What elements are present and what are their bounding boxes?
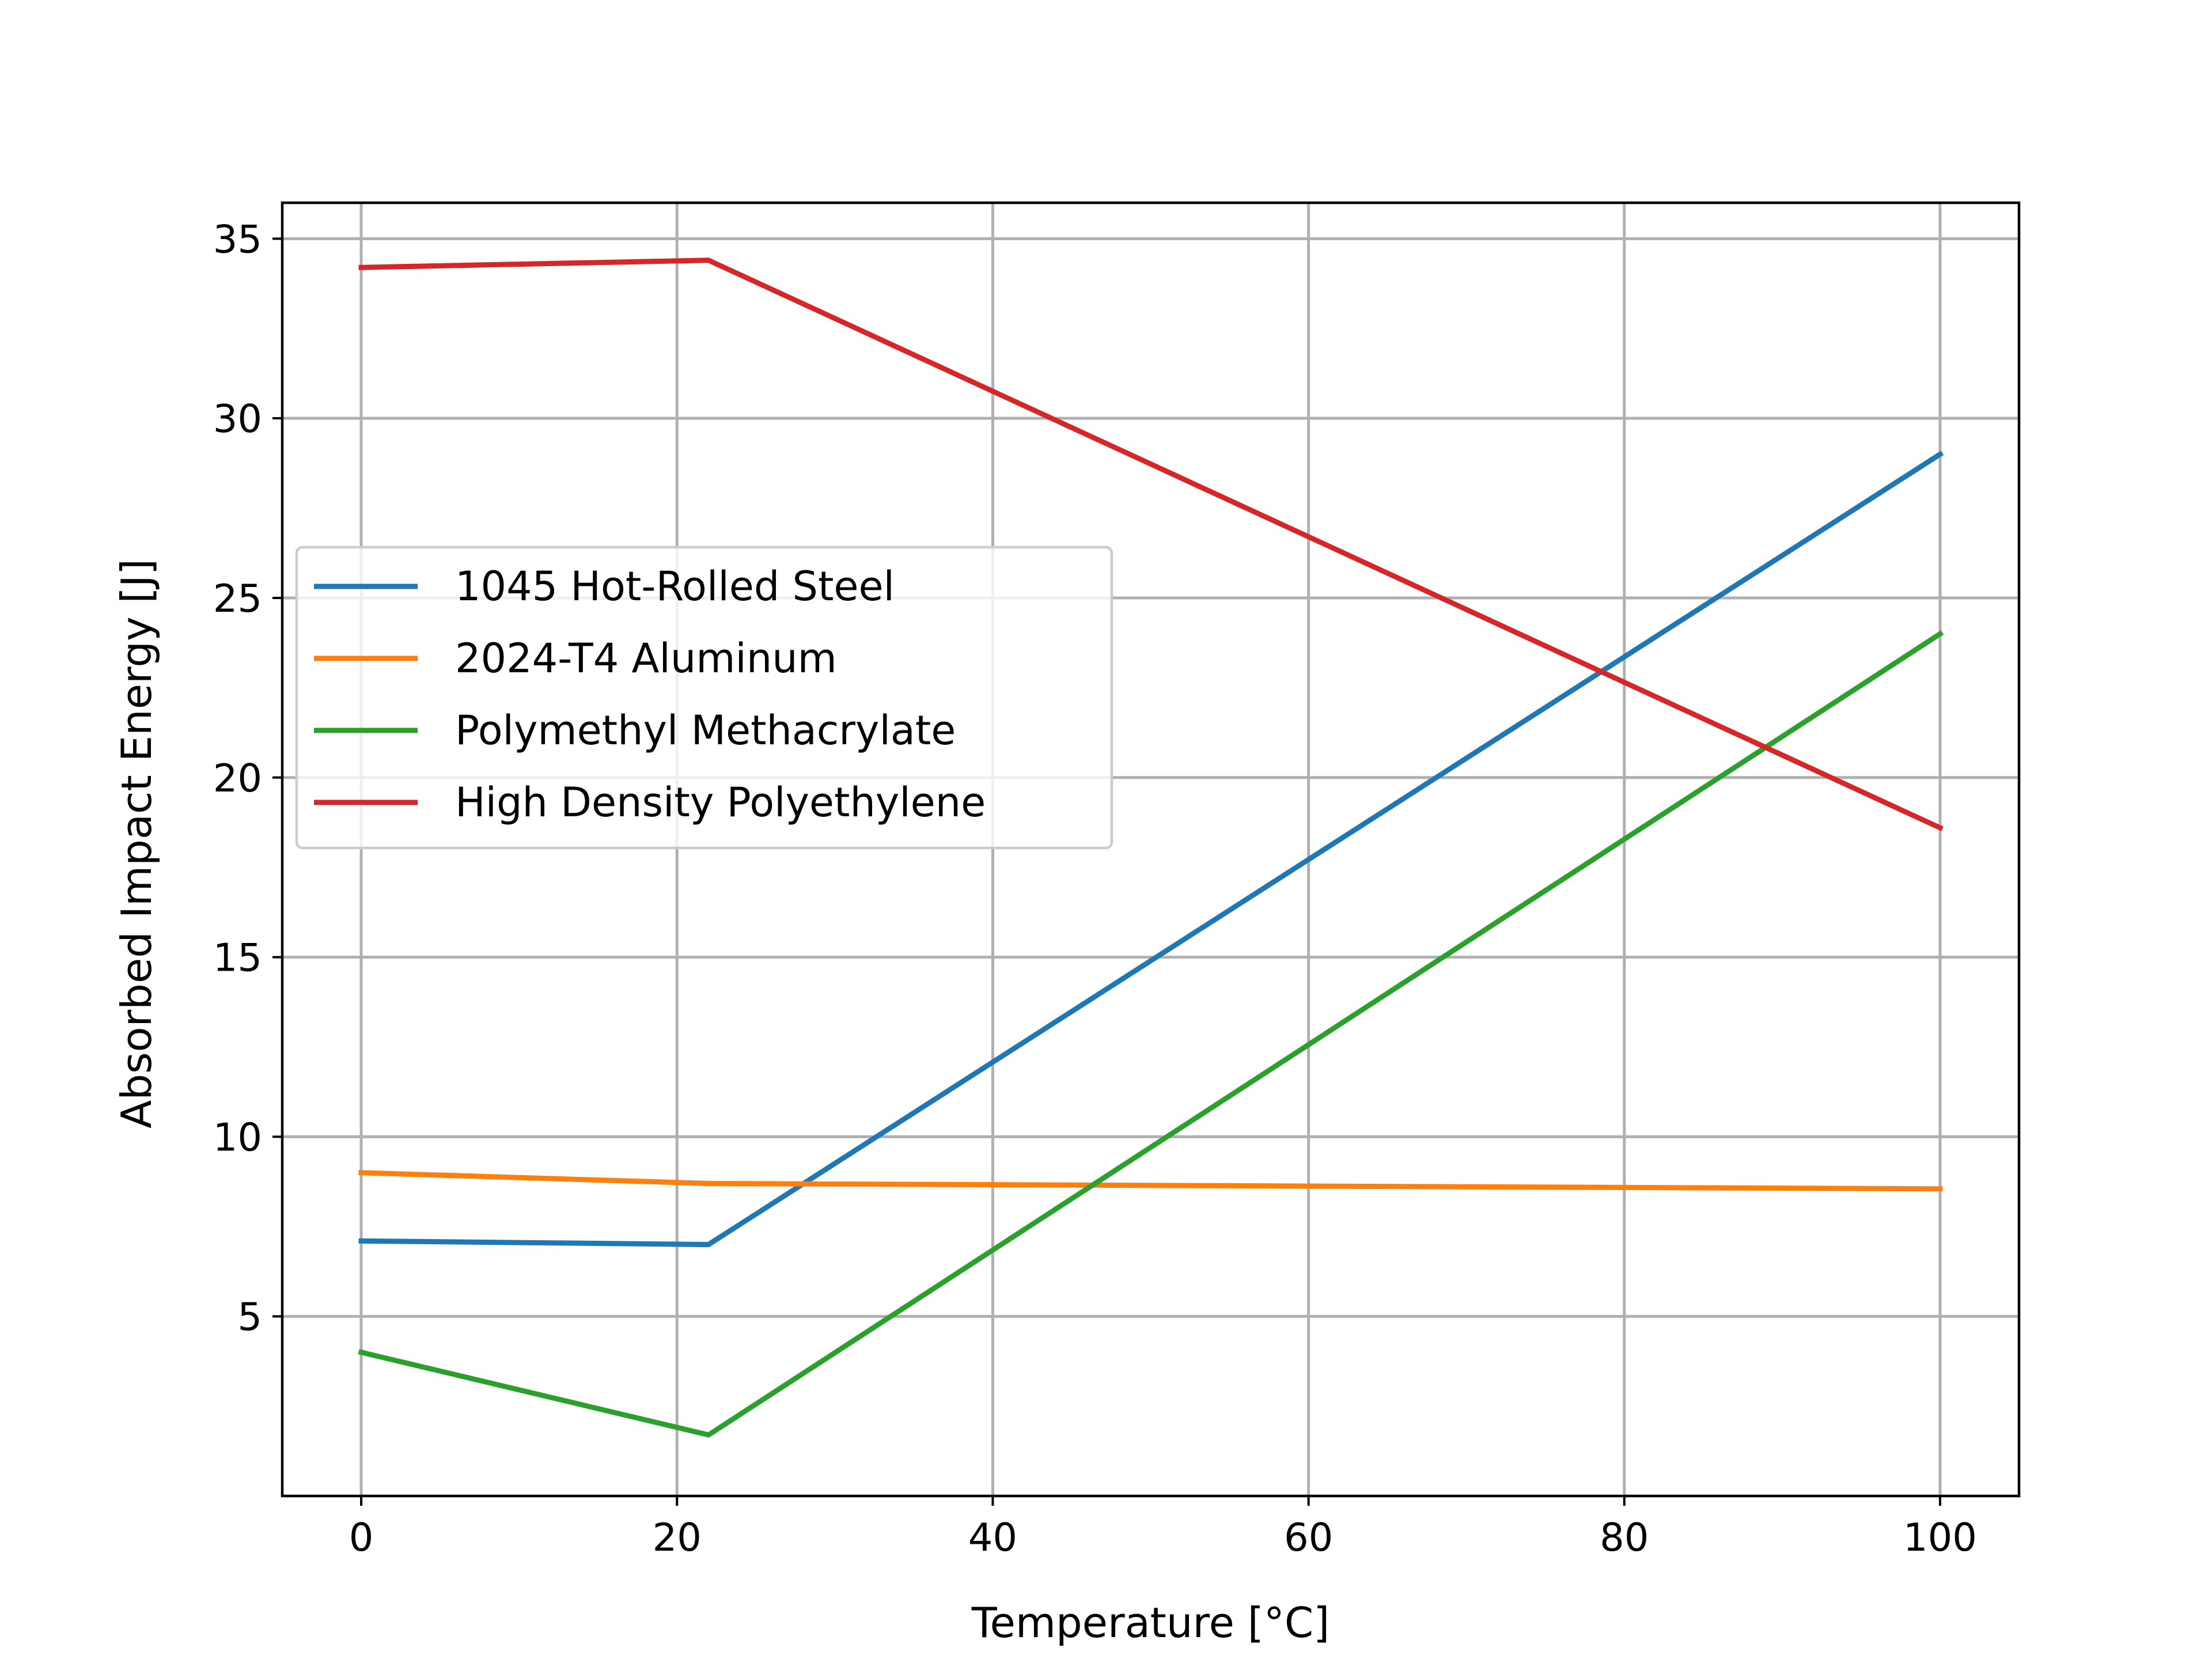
y-tick-label: 30 (213, 396, 262, 441)
x-tick-label: 20 (653, 1515, 702, 1560)
legend-label-3: High Density Polyethylene (455, 779, 986, 826)
grid (282, 203, 2019, 1496)
x-tick-label: 40 (968, 1515, 1017, 1560)
x-tick-label: 100 (1903, 1515, 1977, 1560)
series-line-2 (358, 630, 1944, 1438)
x-axis-label: Temperature [°C] (971, 1599, 1330, 1647)
y-tick-label: 5 (237, 1294, 262, 1339)
x-tick-label: 80 (1600, 1515, 1649, 1560)
y-tick-label: 20 (213, 756, 262, 801)
x-tick-label: 0 (349, 1515, 374, 1560)
legend-label-0: 1045 Hot-Rolled Steel (455, 563, 895, 610)
series-lines (358, 257, 1944, 1438)
y-tick-label: 35 (213, 217, 262, 262)
y-tick-label: 25 (213, 576, 262, 621)
axis-ticks: 0 20 40 60 80 100 5 10 15 20 25 30 35 (213, 217, 1977, 1560)
series-line-1 (358, 1170, 1943, 1192)
legend-label-2: Polymethyl Methacrylate (455, 707, 956, 754)
legend-label-1: 2024-T4 Aluminum (455, 635, 837, 682)
y-tick-label: 10 (213, 1115, 262, 1160)
y-tick-label: 15 (213, 935, 262, 980)
series-line-0 (358, 450, 1944, 1247)
x-tick-label: 60 (1284, 1515, 1333, 1560)
y-axis-label: Absorbed Impact Energy [J] (112, 559, 161, 1128)
legend-box (295, 546, 1113, 850)
legend: 1045 Hot-Rolled Steel 2024-T4 Aluminum Pol… (295, 546, 1113, 850)
series-line-3 (358, 257, 1944, 832)
plot-frame (281, 201, 2021, 1498)
